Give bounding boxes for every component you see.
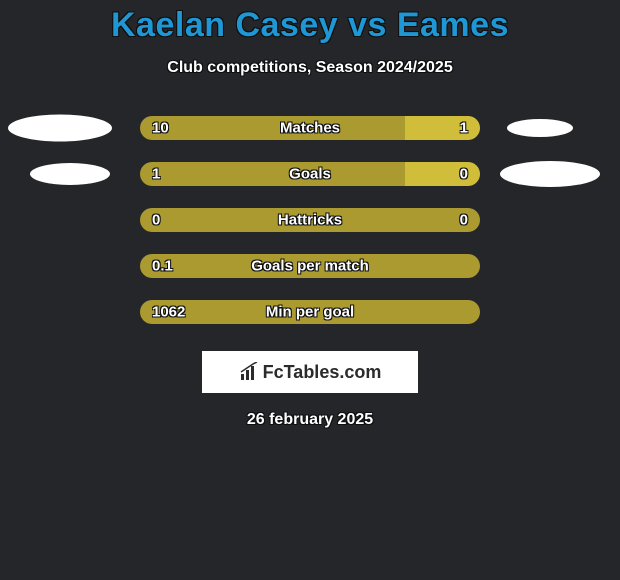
logo-text: FcTables.com [263, 362, 382, 383]
stat-label: Matches [280, 120, 340, 137]
stat-bar: 0.1 Goals per match [140, 254, 480, 278]
stat-value-right: 1 [460, 120, 468, 137]
stat-row: 0.1 Goals per match [0, 243, 620, 289]
stat-bar: 0 0 Hattricks [140, 208, 480, 232]
stat-bar: 1 0 Goals [140, 162, 480, 186]
stat-value-left: 0 [152, 212, 160, 229]
stat-row: 0 0 Hattricks [0, 197, 620, 243]
subtitle: Club competitions, Season 2024/2025 [0, 59, 620, 77]
stat-row: 1 0 Goals [0, 151, 620, 197]
logo: FcTables.com [202, 351, 418, 393]
chart-icon [239, 362, 259, 382]
stat-value-left: 1 [152, 166, 160, 183]
stat-label: Goals per match [251, 258, 369, 275]
team-marker-left [8, 115, 112, 142]
stat-bar-right-segment [405, 116, 480, 140]
comparison-chart: 101Matches10Goals00Hattricks0.1Goals per… [0, 105, 620, 335]
page-title: Kaelan Casey vs Eames [0, 0, 620, 45]
stat-value-left: 1062 [152, 304, 185, 321]
stat-value-right: 0 [460, 212, 468, 229]
stat-value-left: 0.1 [152, 258, 173, 275]
stat-bar-right-segment [405, 162, 480, 186]
stat-label: Goals [289, 166, 331, 183]
stat-label: Hattricks [278, 212, 342, 229]
stat-bar: 1062 Min per goal [140, 300, 480, 324]
team-marker-left [30, 163, 110, 185]
stat-row: 10 1 Matches [0, 105, 620, 151]
stat-label: Min per goal [266, 304, 354, 321]
team-marker-right [507, 119, 573, 137]
stat-bar: 10 1 Matches [140, 116, 480, 140]
team-marker-right [500, 161, 600, 187]
stat-value-left: 10 [152, 120, 169, 137]
date-label: 26 february 2025 [0, 411, 620, 429]
stat-value-right: 0 [460, 166, 468, 183]
stat-row: 1062 Min per goal [0, 289, 620, 335]
